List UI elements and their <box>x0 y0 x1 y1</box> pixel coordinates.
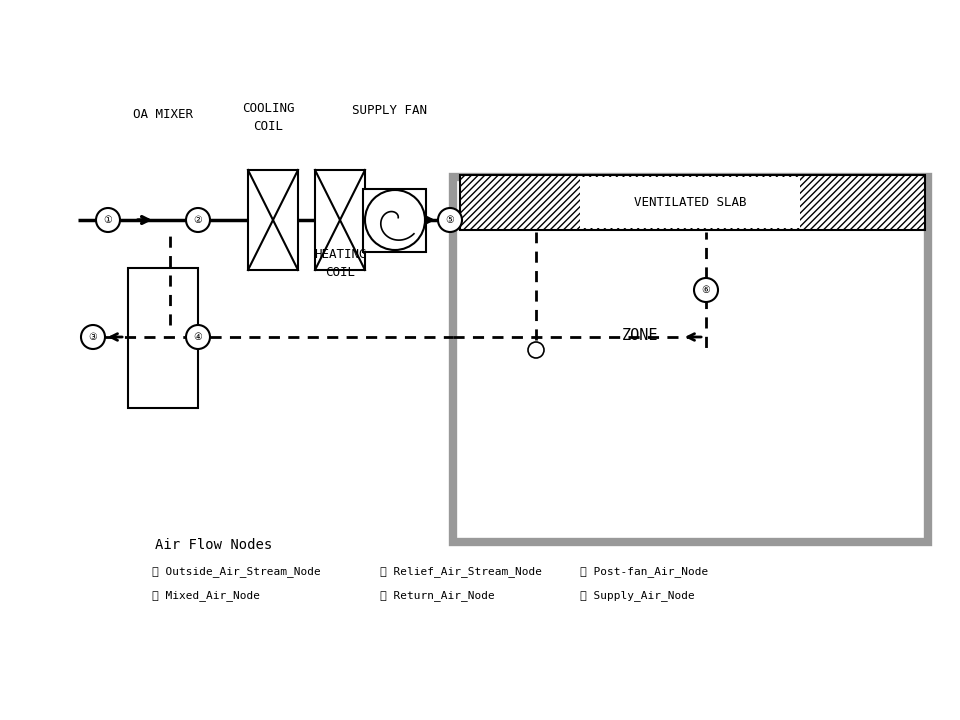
Text: COIL: COIL <box>325 266 355 279</box>
Text: ①: ① <box>104 215 112 225</box>
Text: Air Flow Nodes: Air Flow Nodes <box>155 538 273 552</box>
Text: VENTILATED SLAB: VENTILATED SLAB <box>634 196 746 209</box>
Circle shape <box>186 325 210 349</box>
Bar <box>453 177 928 542</box>
Circle shape <box>186 208 210 232</box>
Text: ④ Return_Air_Node: ④ Return_Air_Node <box>380 590 494 601</box>
Text: ③: ③ <box>88 332 97 342</box>
Text: ⑤ Post-fan_Air_Node: ⑤ Post-fan_Air_Node <box>580 567 708 577</box>
Text: ① Outside_Air_Stream_Node: ① Outside_Air_Stream_Node <box>152 567 321 577</box>
Text: COOLING: COOLING <box>242 102 295 114</box>
Text: SUPPLY FAN: SUPPLY FAN <box>352 104 427 117</box>
Text: ⑤: ⑤ <box>445 215 454 225</box>
Text: OA MIXER: OA MIXER <box>133 109 193 122</box>
Bar <box>248 170 298 270</box>
Text: ② Mixed_Air_Node: ② Mixed_Air_Node <box>152 590 260 601</box>
Text: COIL: COIL <box>253 120 283 132</box>
Text: ③ Relief_Air_Stream_Node: ③ Relief_Air_Stream_Node <box>380 567 542 577</box>
Text: ⑥ Supply_Air_Node: ⑥ Supply_Air_Node <box>580 590 695 601</box>
Circle shape <box>365 190 425 250</box>
Text: ⑥: ⑥ <box>702 285 710 295</box>
Circle shape <box>96 208 120 232</box>
Circle shape <box>438 208 462 232</box>
Text: HEATING: HEATING <box>314 248 367 261</box>
Circle shape <box>81 325 105 349</box>
Circle shape <box>694 278 718 302</box>
Text: ZONE: ZONE <box>622 328 659 343</box>
Circle shape <box>528 342 544 358</box>
Bar <box>460 175 925 230</box>
Text: ④: ④ <box>194 332 203 342</box>
Bar <box>580 177 800 228</box>
Bar <box>363 189 426 252</box>
Text: ②: ② <box>194 215 203 225</box>
Bar <box>315 170 365 270</box>
Bar <box>128 268 198 408</box>
